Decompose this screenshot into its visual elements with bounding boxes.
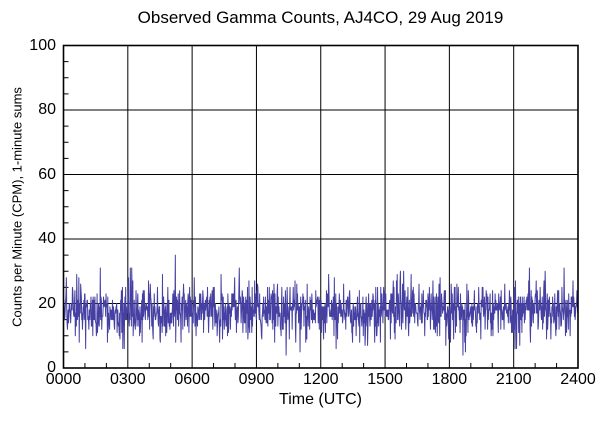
x-tick-label: 1500: [367, 371, 403, 388]
x-axis-title: Time (UTC): [279, 391, 362, 408]
x-tick-label: 1800: [431, 371, 468, 388]
x-tick-label: 0900: [238, 371, 275, 388]
y-tick-label: 40: [38, 230, 56, 247]
y-tick-label: 100: [29, 36, 56, 54]
plot-frame: [62, 44, 579, 369]
y-tick-label: 60: [38, 165, 56, 183]
chart-title: Observed Gamma Counts, AJ4CO, 29 Aug 201…: [137, 8, 504, 27]
x-tick-label: 0300: [110, 371, 146, 388]
x-tick-label: 2100: [495, 371, 532, 388]
x-tick-label: 1200: [302, 371, 339, 388]
y-tick-label: 80: [38, 101, 56, 118]
x-tick-label: 2400: [560, 371, 596, 388]
x-tick-label: 0600: [174, 371, 210, 388]
y-tick-label: 20: [38, 294, 56, 312]
gamma-series-line: [63, 254, 579, 356]
y-tick-label: 0: [47, 359, 56, 376]
x-tick-label: 0000: [45, 371, 82, 388]
tick-marks: [63, 61, 558, 368]
